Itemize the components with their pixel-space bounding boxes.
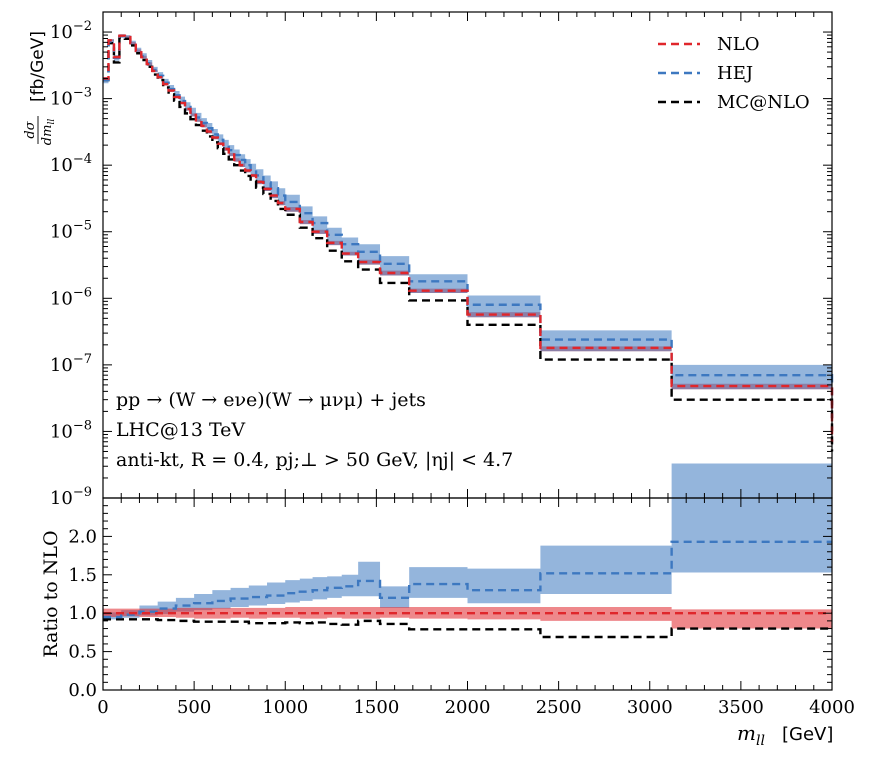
ratio-y-tick-labels: 0.0 0.5 1.0 1.5 2.0 [68,526,97,701]
ratio-y-tick-label: 0.5 [68,642,97,663]
top-y-tick-label: 10−6 [50,285,92,309]
annotation-collider: LHC@13 TeV [116,419,245,441]
x-tick-label: 3000 [627,697,673,718]
x-tick-label: 2500 [536,697,582,718]
x-tick-label: 500 [177,697,211,718]
ylabel-frac-numerator: dσ [23,120,38,138]
ratio-y-tick-label: 2.0 [68,526,97,547]
legend-label-mcnlo: MC@NLO [717,92,810,113]
x-axis-label: mll [GeV] [737,721,833,749]
top-y-tick-label: 10−8 [50,418,92,442]
xlabel-math: mll [737,721,765,749]
ratio-band-hej [103,463,832,620]
top-band-hej [103,34,832,408]
x-tick-label: 1000 [262,697,308,718]
top-line-mc-nlo [103,36,834,452]
ratio-y-axis-label: Ratio to NLO [40,530,62,657]
top-line-nlo [103,34,834,442]
legend-label-nlo: NLO [717,34,759,55]
top-y-tick-labels: 10−9 10−8 10−7 10−6 10−5 10−4 10−3 10−2 [50,19,92,509]
axis-ticks [102,11,833,691]
top-y-tick-label: 10−7 [50,352,92,376]
x-tick-label: 4000 [809,697,855,718]
top-y-tick-label: 10−9 [50,485,92,509]
top-y-tick-label: 10−4 [50,152,92,176]
legend-label-hej: HEJ [717,63,753,84]
top-panel-lines [103,34,834,452]
top-y-tick-label: 10−5 [50,219,92,243]
ratio-y-tick-label: 0.0 [68,680,97,701]
ylabel-frac-denominator: dmll [40,119,57,146]
annotation-cuts: anti-kt, R = 0.4, pj;⊥ > 50 GeV, |ηj| < … [116,449,513,471]
ratio-y-tick-label: 1.0 [68,603,97,624]
x-tick-label: 2000 [445,697,491,718]
annotations: pp → (W → eνe)(W → μνμ) + jets LHC@13 Te… [116,389,513,471]
ratio-line-mc-nlo [103,618,832,639]
top-y-axis-label: dσ dmll [fb/GeV] [23,31,57,145]
x-tick-label: 3500 [718,697,764,718]
top-panel-bands [103,34,832,438]
x-tick-labels: 0 500 1000 1500 2000 2500 3000 3500 4000 [97,697,855,718]
top-y-tick-label: 10−3 [50,86,92,110]
ratio-y-tick-label: 1.5 [68,565,97,586]
ratio-line-hej [103,540,832,619]
xlabel-unit: [GeV] [782,724,833,745]
annotation-process: pp → (W → eνe)(W → μνμ) + jets [116,389,426,411]
x-tick-label: 0 [97,697,108,718]
ratio-panel-lines [103,540,832,639]
legend: NLO HEJ MC@NLO [658,34,810,113]
top-y-tick-label: 10−2 [50,19,92,43]
x-tick-label: 1500 [353,697,399,718]
ylabel-unit: [fb/GeV] [28,31,48,102]
ratio-band-nlo [103,607,832,629]
